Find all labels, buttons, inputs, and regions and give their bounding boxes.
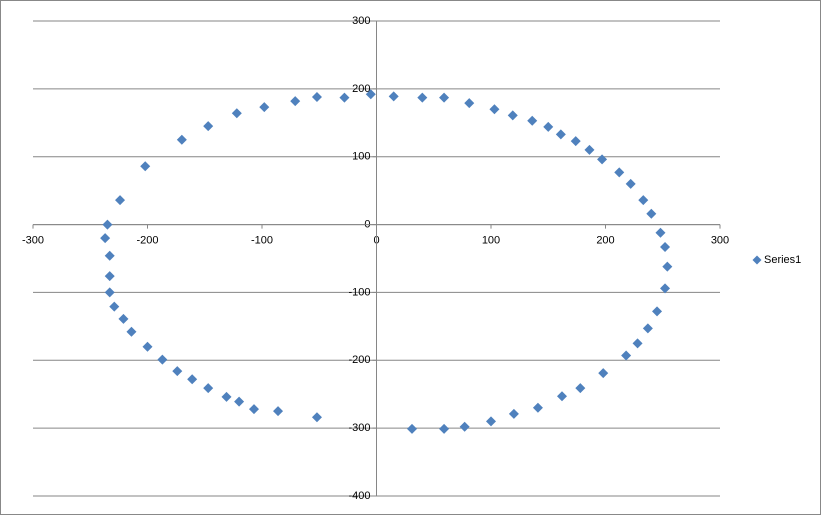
point: [126, 326, 137, 337]
x-tick-label: -300: [22, 234, 44, 246]
point: [203, 121, 214, 132]
point: [625, 178, 636, 189]
point: [598, 368, 609, 379]
point: [157, 354, 168, 365]
x-tick-label: -200: [136, 234, 158, 246]
point: [100, 233, 111, 244]
y-tick-label: -300: [348, 422, 370, 434]
point: [388, 91, 399, 102]
point: [570, 136, 581, 147]
point: [172, 366, 183, 377]
point: [556, 391, 567, 402]
legend-marker: [752, 255, 762, 265]
point: [660, 241, 671, 252]
point: [614, 167, 625, 178]
point: [115, 195, 126, 206]
point: [118, 313, 129, 324]
point: [203, 383, 214, 394]
legend-label: Series1: [764, 254, 801, 266]
x-tick-label: 100: [482, 234, 500, 246]
point: [104, 287, 115, 298]
point: [662, 261, 673, 272]
point: [365, 89, 376, 100]
point: [176, 134, 187, 145]
point: [543, 121, 554, 132]
point: [660, 283, 671, 294]
point: [109, 301, 120, 312]
point: [273, 406, 284, 417]
point: [417, 92, 428, 103]
y-tick-label: 300: [352, 15, 370, 27]
point: [339, 92, 350, 103]
point: [575, 383, 586, 394]
point: [102, 219, 113, 230]
point: [486, 416, 496, 427]
point: [464, 98, 475, 109]
point: [140, 161, 151, 172]
point: [104, 250, 115, 261]
point: [597, 154, 608, 165]
point: [187, 374, 198, 385]
point: [584, 144, 595, 155]
y-tick-label: 200: [352, 83, 370, 95]
point: [311, 412, 322, 423]
point: [527, 115, 538, 126]
y-tick-label: 100: [352, 151, 370, 163]
y-tick-label: -100: [348, 286, 370, 298]
y-tick-label: -200: [348, 354, 370, 366]
point: [439, 92, 450, 103]
point: [231, 108, 242, 119]
point: [655, 227, 666, 238]
point: [555, 129, 566, 140]
point: [642, 323, 653, 334]
y-tick-label: -400: [348, 490, 370, 502]
x-tick-label: 200: [596, 234, 614, 246]
point: [489, 104, 500, 115]
point: [508, 408, 519, 419]
point: [459, 421, 470, 432]
point: [652, 306, 663, 317]
point: [248, 404, 259, 415]
point: [259, 102, 270, 113]
x-tick-label: 300: [711, 234, 729, 246]
point: [646, 208, 657, 219]
point: [439, 423, 450, 434]
point: [104, 271, 115, 282]
point: [142, 341, 153, 352]
point: [638, 195, 649, 206]
point: [532, 402, 543, 413]
point: [507, 110, 518, 121]
point: [290, 96, 301, 107]
point: [621, 350, 632, 361]
point: [406, 423, 417, 434]
point: [221, 391, 232, 402]
point: [234, 396, 245, 407]
point: [311, 92, 322, 102]
x-tick-label: -100: [251, 234, 273, 246]
point: [632, 338, 643, 349]
